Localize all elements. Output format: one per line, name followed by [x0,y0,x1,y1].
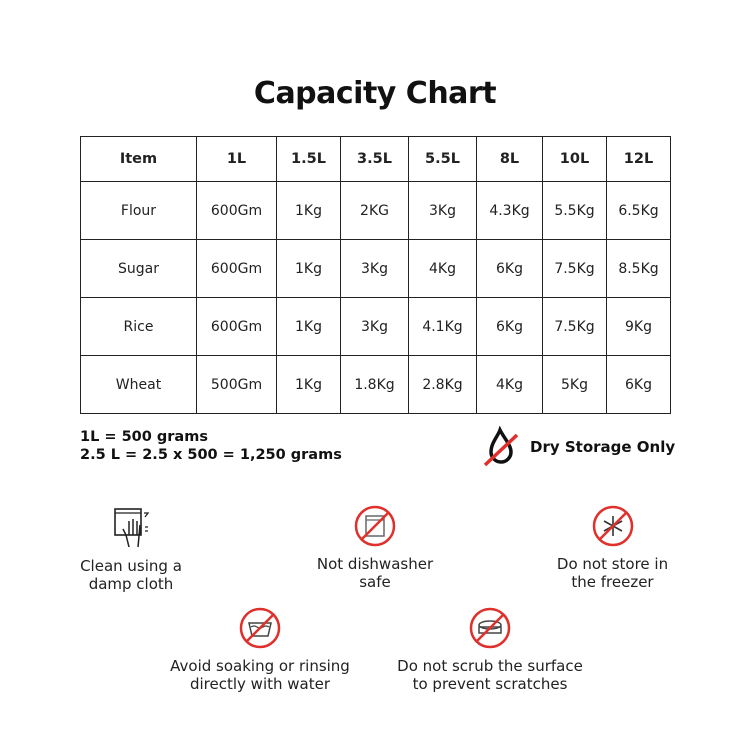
care-label: Not dishwasher [316,555,434,573]
care-label: to prevent scratches [412,675,568,693]
header-cell: 10L [542,136,607,182]
table-row: Wheat 500Gm 1Kg 1.8Kg 2.8Kg 4Kg 5Kg 6Kg [80,355,671,414]
table-cell: 5Kg [542,355,607,414]
care-item-freezer: Do not store in the freezer [540,505,685,591]
table-cell: 6.5Kg [606,181,671,240]
table-cell: 6Kg [476,239,543,298]
table-cell: Flour [80,181,197,240]
header-cell: 3.5L [340,136,409,182]
table-cell: 4.1Kg [408,297,477,356]
table-cell: Sugar [80,239,197,298]
table-cell: 4Kg [408,239,477,298]
dry-storage-label: Dry Storage Only [530,438,676,456]
capacity-table: Item 1L 1.5L 3.5L 5.5L 8L 10L 12L Flour 6… [80,136,671,414]
table-cell: 7.5Kg [542,239,607,298]
no-soaking-icon [239,607,281,649]
table-cell: 1Kg [276,181,341,240]
table-cell: 600Gm [196,297,277,356]
care-label: Clean using a [80,557,182,575]
table-cell: 1.8Kg [340,355,409,414]
table-cell: 4.3Kg [476,181,543,240]
care-item-soaking: Avoid soaking or rinsing directly with w… [155,607,365,693]
no-scrub-icon [469,607,511,649]
table-row: Sugar 600Gm 1Kg 3Kg 4Kg 6Kg 7.5Kg 8.5Kg [80,239,671,298]
header-cell: 8L [476,136,543,182]
table-cell: 2KG [340,181,409,240]
note-line: 2.5 L = 2.5 x 500 = 1,250 grams [80,447,342,463]
header-cell: 1.5L [276,136,341,182]
table-cell: 500Gm [196,355,277,414]
header-cell: 1L [196,136,277,182]
no-freezer-icon [592,505,633,547]
care-label: the freezer [571,573,654,591]
table-cell: 1Kg [276,239,341,298]
care-label: directly with water [189,675,331,693]
table-cell: 1Kg [276,355,341,414]
no-dishwasher-icon [354,505,396,547]
dry-storage-badge: Dry Storage Only [482,426,675,468]
care-label: Do not store in [556,555,669,573]
header-cell: 5.5L [408,136,477,182]
table-cell: 2.8Kg [408,355,477,414]
care-label: safe [359,573,391,591]
page-title: Capacity Chart [253,76,497,111]
table-row: Rice 600Gm 1Kg 3Kg 4.1Kg 6Kg 7.5Kg 9Kg [80,297,671,356]
table-header-row: Item 1L 1.5L 3.5L 5.5L 8L 10L 12L [80,136,671,182]
table-cell: 9Kg [606,297,671,356]
table-row: Flour 600Gm 1Kg 2KG 3Kg 4.3Kg 5.5Kg 6.5Kg [80,181,671,240]
table-cell: 4Kg [476,355,543,414]
table-cell: Rice [80,297,197,356]
table-cell: 3Kg [408,181,477,240]
table-cell: 5.5Kg [542,181,607,240]
table-cell: Wheat [80,355,197,414]
conversion-notes: 1L = 500 grams 2.5 L = 2.5 x 500 = 1,250… [80,428,342,464]
table-cell: 6Kg [606,355,671,414]
header-cell: Item [80,136,197,182]
care-label: damp cloth [88,575,174,593]
note-line: 1L = 500 grams [80,429,208,445]
table-cell: 600Gm [196,239,277,298]
table-cell: 8.5Kg [606,239,671,298]
care-item-damp-cloth: Clean using a damp cloth [66,505,196,593]
table-cell: 600Gm [196,181,277,240]
care-item-scrub: Do not scrub the surface to prevent scra… [380,607,600,693]
care-label: Do not scrub the surface [397,657,583,675]
care-item-dishwasher: Not dishwasher safe [300,505,450,591]
table-cell: 3Kg [340,239,409,298]
table-cell: 1Kg [276,297,341,356]
table-cell: 7.5Kg [542,297,607,356]
table-cell: 3Kg [340,297,409,356]
care-label: Avoid soaking or rinsing [170,657,350,675]
hand-wipe-icon [114,508,150,548]
table-cell: 6Kg [476,297,543,356]
no-water-drop-icon [483,426,519,467]
header-cell: 12L [606,136,671,182]
